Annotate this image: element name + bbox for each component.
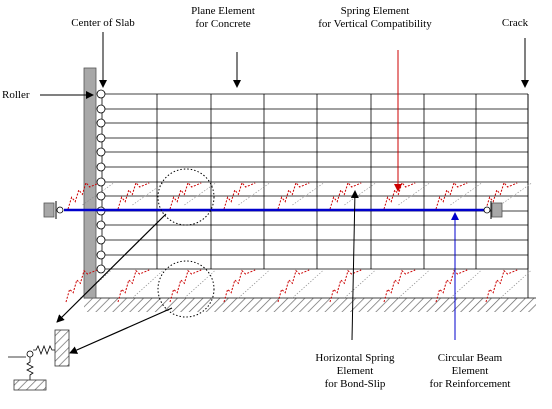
horizontal-spring-link [238,269,270,299]
detail-pointer-lower [69,307,173,354]
vertical-spring-element [277,181,310,210]
detail-circle-lower [157,260,215,318]
horizontal-spring-link [398,182,430,206]
vertical-spring-element [277,269,310,303]
vertical-spring-element [67,181,100,210]
horizontal-spring-link [132,269,164,299]
vertical-spring-element [65,269,98,303]
vertical-spring-element [223,269,256,303]
label-center-of-slab: Center of Slab [71,17,135,29]
roller-icon [96,118,106,128]
right-anchor-roller-icon [483,206,491,214]
label-horizontal-spring: Horizontal Spring Element for Bond-Slip [315,352,395,390]
horizontal-spring-link [344,182,376,206]
left-anchor-block [43,202,55,218]
vertical-spring-element [383,181,416,210]
roller-icon [96,191,106,201]
vertical-spring-element [485,181,518,210]
fixed-support-icon [54,329,70,367]
spring-detail-sketch [8,329,70,391]
roller-icon [96,235,106,245]
vertical-spring-element [435,269,468,303]
spring-elements [65,181,532,303]
roller-icon [96,133,106,143]
label-roller: Roller [2,89,30,101]
horizontal-spring-link [500,182,532,206]
horizontal-spring-link [450,269,482,299]
horizontal-spring-link [500,269,532,299]
roller-icon [96,177,106,187]
roller-icon [96,89,106,99]
roller-icon [96,104,106,114]
roller-icon [96,162,106,172]
ground-base [84,298,536,312]
symmetry-wall [83,67,97,299]
horizontal-spring-link [344,269,376,299]
horizontal-spring-link [450,182,482,206]
roller-icon [96,220,106,230]
label-circular-beam: Circular Beam Element for Reinforcement [429,352,511,390]
horizontal-spring-link [398,269,430,299]
horizontal-spring-link [184,182,216,206]
roller-icon [96,264,106,274]
spring-icon [33,344,55,356]
vertical-spring-element [117,181,150,210]
label-crack: Crack [501,17,529,29]
horizontal-spring-link [292,269,324,299]
vertical-spring-element [485,269,518,303]
horizontal-spring-link [292,182,324,206]
vertical-spring-element [329,269,362,303]
vertical-spring-element [383,269,416,303]
vertical-spring-element [169,181,202,210]
horizontal-spring-link [184,269,216,299]
concrete-mesh [101,93,529,298]
vertical-spring-element [117,269,150,303]
roller-icon [96,147,106,157]
horizontal-spring-link [238,182,270,206]
detail-circle-upper [157,168,215,226]
label-spring-element: Spring Element for Vertical Compatibilit… [318,5,432,30]
left-anchor-roller-icon [56,206,64,214]
horizontal-spring-link [132,182,164,206]
roller-supports [96,89,106,274]
label-plane-element: Plane Element for Concrete [191,5,255,30]
vertical-spring-element [329,181,362,210]
pointer-horizontal-spring [350,190,359,341]
right-anchor-block [491,202,503,218]
vertical-spring-element [169,269,202,303]
roller-icon [96,250,106,260]
vertical-spring-element [223,181,256,210]
vertical-spring-element [435,181,468,210]
detail-pointer-upper [56,213,167,323]
